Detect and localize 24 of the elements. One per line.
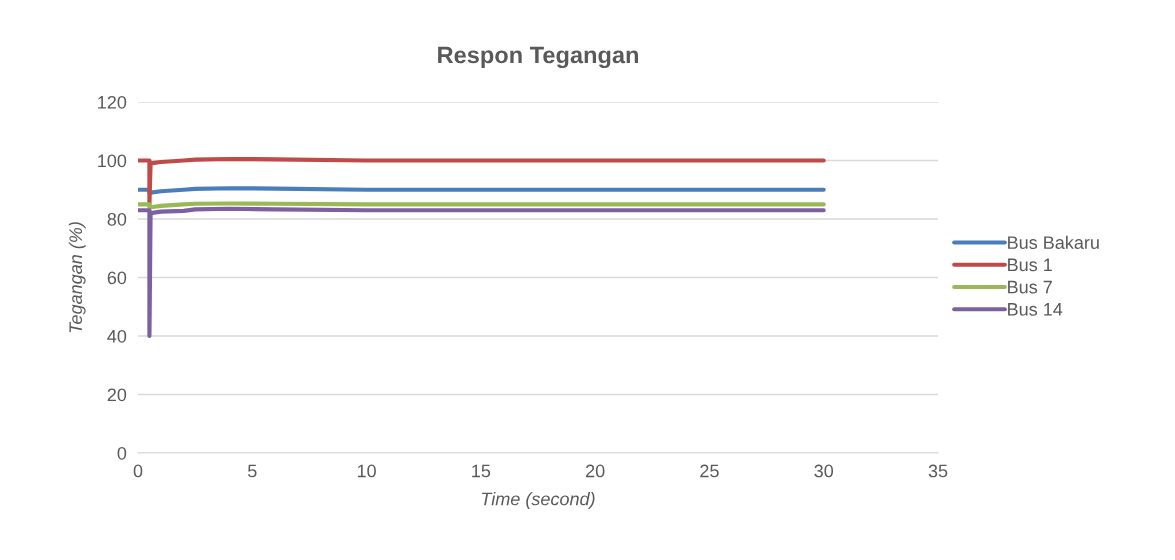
y-tick-label: 40 <box>107 329 127 343</box>
y-tick-label: 20 <box>107 388 127 402</box>
x-tick-label: 20 <box>586 464 605 478</box>
x-tick-label: 5 <box>247 464 257 478</box>
x-tick-label: 25 <box>700 464 719 478</box>
legend-label: Bus 14 <box>1008 303 1063 316</box>
y-tick-label: 60 <box>107 271 127 285</box>
x-tick-label: 15 <box>472 464 491 478</box>
line-series <box>138 156 826 207</box>
chart-title: Respon Tegangan <box>438 46 638 69</box>
y-tick-label: 80 <box>107 212 127 226</box>
x-tick-label: 30 <box>814 464 834 478</box>
y-tick-label: 0 <box>117 446 127 460</box>
legend-label: Bus Bakaru <box>1008 235 1099 249</box>
legend-label: Bus 7 <box>1008 280 1052 294</box>
y-tick-label: 120 <box>98 95 127 109</box>
legend-label: Bus 1 <box>1008 258 1052 272</box>
x-tick-label: 10 <box>357 464 376 478</box>
x-tick-label: 0 <box>133 464 143 478</box>
y-tick-label: 100 <box>98 154 127 168</box>
y-axis-title: Tegangan (%) <box>68 222 86 333</box>
x-axis-title: Time (second) <box>482 492 595 509</box>
line-series <box>138 206 826 339</box>
x-tick-label: 35 <box>928 464 948 478</box>
